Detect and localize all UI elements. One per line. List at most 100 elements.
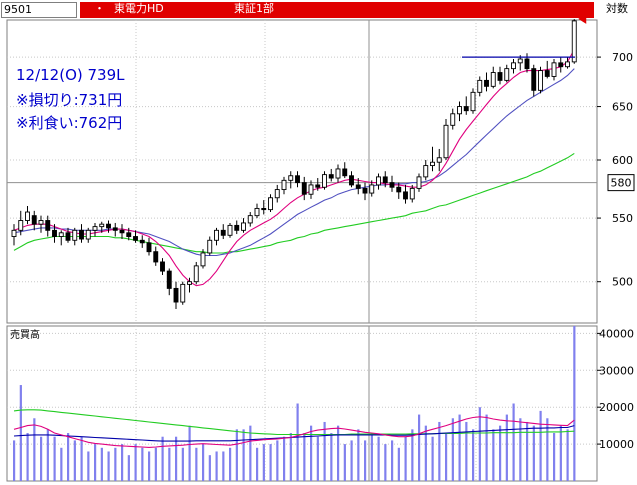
candle-up — [85, 229, 91, 240]
volume-bar — [242, 429, 245, 481]
price-tick-label: 700 — [612, 51, 633, 64]
candle-up — [376, 176, 381, 186]
candle-up — [409, 187, 415, 200]
volume-bar — [445, 433, 448, 481]
candle-down — [463, 106, 469, 112]
current-price-box — [607, 174, 635, 192]
candle-up — [436, 157, 442, 163]
price-ma-mid-line — [13, 68, 575, 257]
candle-down — [531, 68, 537, 91]
volume-bar — [303, 433, 306, 481]
volume-bar — [13, 440, 16, 481]
volume-bar — [121, 444, 124, 481]
candle-up — [268, 197, 273, 211]
candle-up — [274, 189, 280, 199]
candle-down — [146, 242, 152, 253]
volume-bar — [94, 444, 97, 481]
volume-bar — [505, 414, 508, 481]
candle-up — [443, 124, 449, 159]
volume-bar — [249, 425, 252, 481]
volume-ma-short-line — [13, 416, 575, 448]
volume-bar — [202, 444, 205, 481]
volume-bar — [337, 425, 340, 481]
candle-down — [558, 62, 564, 68]
candle-up — [92, 226, 98, 231]
volume-bar — [424, 425, 427, 481]
scale-toggle[interactable]: 対数 — [606, 2, 628, 15]
volume-bar — [316, 436, 319, 481]
candle-up — [457, 106, 462, 115]
company-name: 東電力HD — [114, 2, 164, 15]
price-tick-label: 650 — [612, 101, 633, 114]
volume-bar — [310, 425, 313, 481]
volume-bar — [438, 421, 441, 481]
volume-bar — [384, 444, 387, 481]
price-tick-label: 600 — [612, 154, 633, 167]
candle-down — [389, 182, 395, 188]
candle-down — [52, 229, 57, 237]
price-panel-frame — [6, 19, 598, 324]
volume-bar — [114, 447, 117, 481]
candle-down — [301, 182, 307, 195]
volume-bar — [512, 403, 515, 481]
volume-tick-label: 10000 — [599, 438, 634, 451]
candle-down — [497, 72, 503, 81]
candle-down — [133, 236, 138, 241]
candle-down — [524, 58, 530, 70]
volume-bar — [188, 425, 191, 481]
price-layer — [11, 19, 577, 309]
volume-bar — [451, 418, 454, 481]
candle-down — [261, 207, 267, 211]
candle-down — [173, 287, 179, 303]
volume-ma-mid-line — [13, 425, 575, 442]
candle-down — [362, 187, 368, 194]
candle-up — [25, 211, 30, 221]
price-tick-label: 550 — [612, 212, 633, 225]
candle-up — [281, 179, 287, 191]
volume-bar — [472, 429, 475, 481]
candle-up — [254, 207, 260, 217]
candle-up — [551, 62, 557, 77]
volume-bar — [67, 433, 70, 481]
candle-down — [355, 184, 361, 189]
volume-bar — [296, 403, 299, 481]
candle-down — [112, 227, 118, 231]
volume-bar — [154, 447, 157, 481]
volume-bar — [229, 447, 232, 481]
volume-bar — [492, 429, 495, 481]
candle-up — [193, 265, 199, 283]
candle-up — [227, 224, 233, 236]
volume-bar — [283, 436, 286, 481]
volume-bar — [370, 433, 373, 481]
candle-up — [490, 72, 496, 87]
candle-up — [241, 222, 246, 231]
candle-up — [288, 175, 294, 181]
candle-up — [335, 168, 341, 179]
stock-code-field[interactable]: 9501 — [1, 2, 77, 18]
axis-layer: 500 550 600 650 700 10000 20000 30000 40000 — [597, 51, 634, 451]
candle-up — [504, 68, 510, 81]
volume-bar — [134, 444, 137, 481]
market-name: 東証1部 — [234, 2, 274, 15]
last-price-arrow — [578, 13, 587, 24]
volume-bar — [256, 447, 259, 481]
volume-bar — [107, 451, 110, 481]
candle-down — [403, 191, 408, 200]
candle-up — [180, 283, 186, 303]
volume-bar — [80, 436, 83, 481]
bullet-mark: ・ — [94, 2, 105, 15]
candle-up — [200, 252, 206, 267]
stop-loss-annotation: ※損切り:731円 — [16, 91, 122, 109]
candle-down — [153, 251, 159, 263]
volume-bar — [175, 436, 178, 481]
candle-down — [45, 220, 51, 231]
volume-bar — [87, 451, 90, 481]
volume-bar — [215, 451, 218, 481]
volume-bar — [343, 444, 346, 481]
volume-bar — [195, 447, 198, 481]
candle-down — [544, 70, 550, 77]
candle-up — [538, 70, 543, 91]
candle-up — [511, 62, 516, 70]
candle-up — [416, 176, 422, 189]
candle-up — [38, 220, 44, 225]
